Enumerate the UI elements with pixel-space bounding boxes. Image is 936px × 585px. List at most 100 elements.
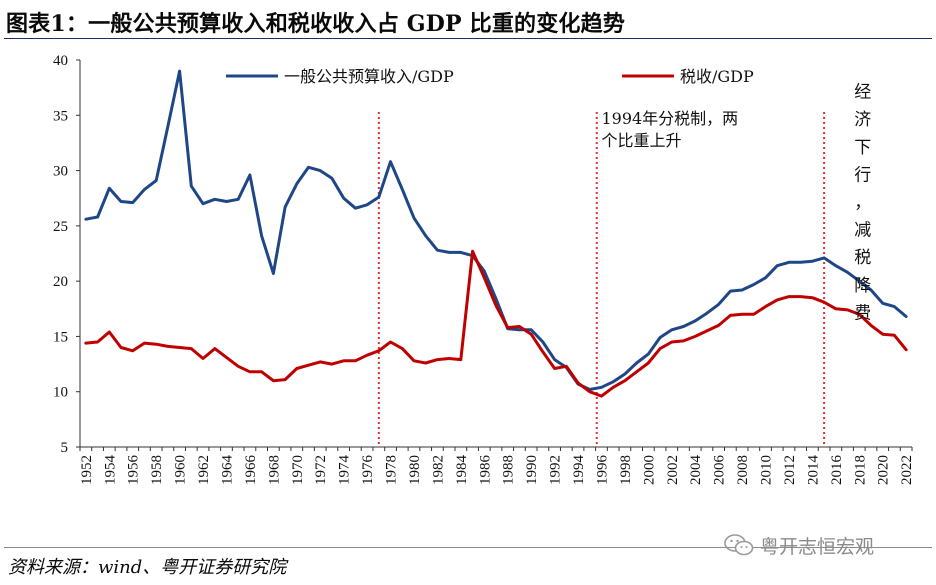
data-point	[448, 357, 450, 360]
chart-axes: 5 10 15 20 25 30 35 40 1952 1954 1956 1958 1960 1962 1…	[53, 53, 915, 485]
x-tick-label: 2010	[759, 455, 775, 485]
data-point	[811, 296, 814, 299]
data-point	[530, 333, 532, 336]
data-point	[378, 196, 380, 198]
data-point	[624, 373, 626, 375]
data-point	[670, 328, 673, 331]
source-divider	[4, 547, 932, 548]
data-point	[706, 330, 708, 332]
data-point	[647, 353, 650, 355]
x-tick-label: 2014	[805, 455, 821, 486]
data-point	[729, 290, 732, 292]
y-tick-label: 35	[53, 108, 68, 124]
data-point	[342, 197, 345, 200]
x-tick-label: 1982	[430, 455, 446, 485]
data-point	[378, 350, 380, 352]
data-point	[202, 202, 204, 205]
data-point	[307, 364, 310, 366]
data-point	[178, 70, 181, 72]
annotation-char: ，	[854, 193, 871, 213]
data-point	[413, 217, 415, 219]
data-point	[835, 264, 837, 267]
x-tick-label: 1976	[360, 455, 376, 486]
data-point	[272, 272, 275, 275]
data-point	[483, 277, 486, 279]
data-point	[495, 304, 497, 307]
legend-label-1: 税收/GDP	[680, 67, 754, 86]
data-point	[354, 359, 357, 362]
data-point	[565, 365, 568, 368]
annotation-char: 费	[854, 303, 871, 323]
data-point	[213, 198, 216, 201]
data-point	[295, 367, 298, 370]
data-point	[272, 379, 275, 382]
data-point	[659, 347, 661, 350]
data-point	[553, 367, 556, 370]
x-tick-label: 1994	[571, 455, 587, 486]
y-tick-label: 15	[53, 329, 68, 345]
data-point	[190, 185, 193, 187]
x-tick-label: 1962	[196, 455, 212, 485]
data-point	[85, 342, 87, 344]
data-point	[893, 305, 896, 308]
x-tick-label: 2006	[712, 455, 728, 486]
data-point	[776, 264, 779, 267]
data-point	[706, 312, 708, 315]
annotation-char: 税	[854, 248, 871, 268]
data-point	[753, 313, 755, 316]
data-point	[108, 331, 111, 333]
wechat-icon	[724, 534, 754, 556]
x-tick-label: 2000	[641, 455, 657, 485]
data-point	[319, 169, 322, 172]
data-point	[143, 342, 146, 344]
data-point	[131, 350, 134, 352]
data-point	[823, 301, 825, 303]
data-point	[167, 345, 169, 348]
data-point	[682, 340, 685, 342]
data-point	[542, 351, 544, 353]
data-point	[835, 307, 837, 310]
source-note: 资料来源：wind、粤开证券研究院	[8, 557, 287, 578]
data-point	[342, 359, 345, 362]
data-point	[331, 363, 333, 365]
page-title: 图表1：一般公共预算收入和税收收入占 GDP 比重的变化趋势	[6, 11, 626, 37]
data-point	[96, 216, 99, 218]
x-tick-label: 2016	[829, 455, 845, 486]
y-tick-label: 40	[53, 53, 68, 69]
data-point	[682, 325, 685, 328]
annotation-char: 济	[854, 110, 871, 130]
annotation-char: 经	[854, 83, 871, 103]
data-point	[448, 251, 450, 254]
watermark-text: 粤开志恒宏观	[760, 535, 875, 558]
x-tick-label: 1980	[407, 455, 423, 485]
x-tick-label: 1972	[313, 455, 329, 485]
data-point	[506, 326, 509, 329]
data-point	[366, 204, 368, 206]
data-point	[905, 315, 907, 318]
data-point	[495, 298, 497, 300]
data-point	[753, 283, 755, 286]
x-tick-label: 2018	[852, 455, 868, 485]
data-point	[260, 371, 263, 373]
data-point	[225, 200, 228, 203]
data-point	[776, 299, 779, 301]
x-tick-label: 2020	[876, 455, 892, 485]
data-point	[612, 386, 614, 389]
data-point	[647, 362, 650, 364]
y-tick-label: 25	[53, 219, 68, 235]
data-point	[120, 346, 122, 349]
x-tick-label: 1956	[126, 455, 142, 486]
data-point	[249, 174, 251, 176]
data-point	[741, 313, 743, 316]
data-point	[799, 261, 802, 264]
x-tick-label: 1960	[173, 455, 189, 485]
data-point	[788, 295, 790, 298]
data-point	[811, 260, 814, 263]
data-point	[307, 166, 310, 169]
data-point	[237, 198, 239, 201]
data-point	[284, 206, 286, 208]
series-line-0	[84, 69, 908, 391]
data-point	[858, 313, 861, 316]
data-point	[694, 335, 697, 338]
legend: 一般公共预算收入/GDP 税收/GDP	[226, 67, 754, 86]
